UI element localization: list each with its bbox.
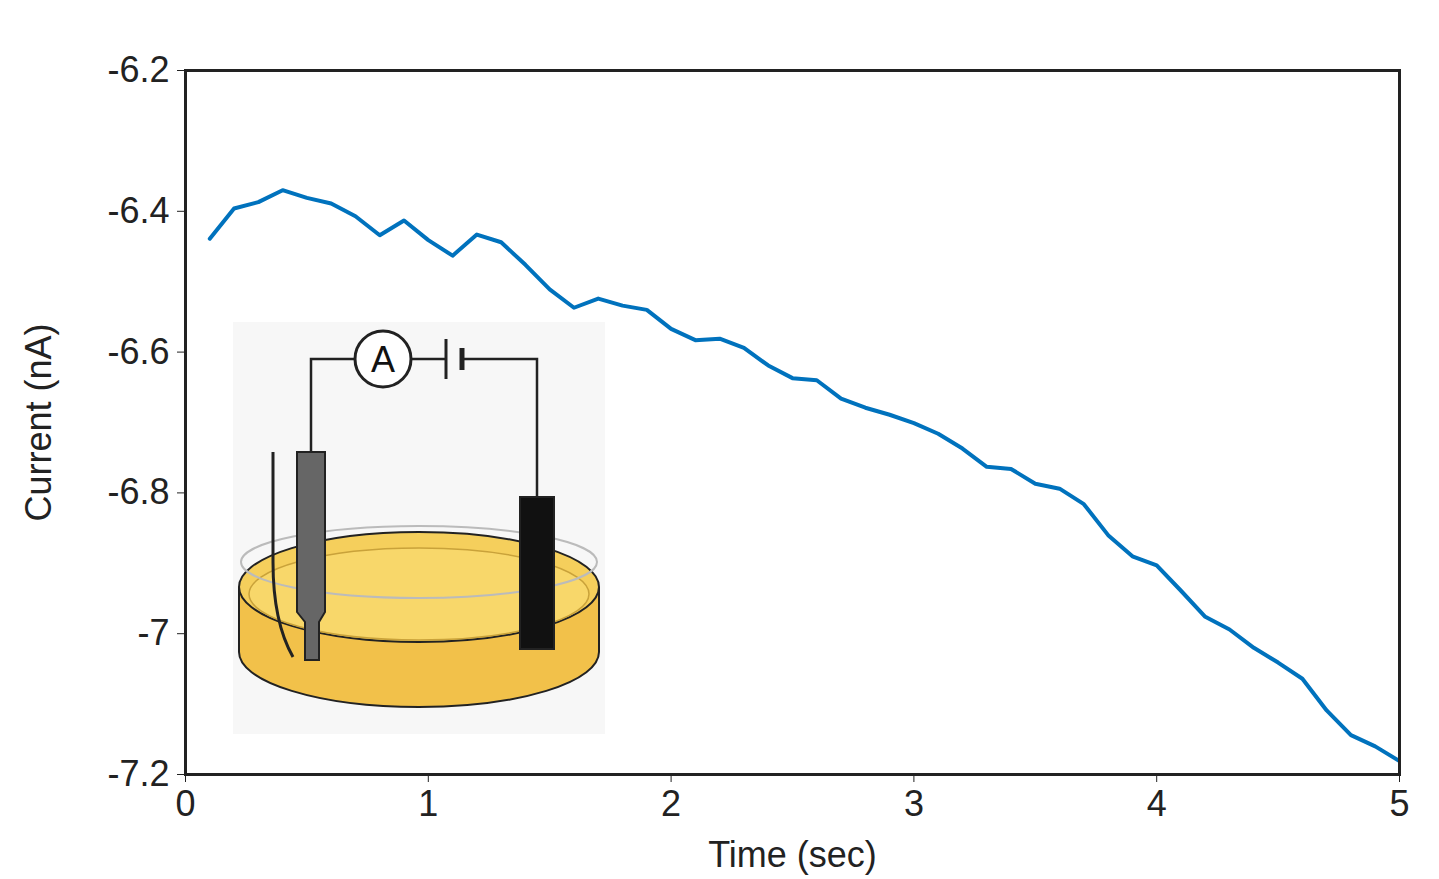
svg-text:-7: -7 <box>137 612 169 653</box>
svg-text:0: 0 <box>175 783 195 824</box>
svg-text:-7.2: -7.2 <box>107 753 169 794</box>
svg-text:-6.2: -6.2 <box>107 49 169 90</box>
svg-text:1: 1 <box>418 783 438 824</box>
svg-text:Time (sec): Time (sec) <box>708 834 877 875</box>
svg-text:5: 5 <box>1389 783 1409 824</box>
svg-text:A: A <box>371 339 395 380</box>
svg-text:4: 4 <box>1147 783 1167 824</box>
svg-text:-6.6: -6.6 <box>107 331 169 372</box>
svg-text:-6.4: -6.4 <box>107 190 169 231</box>
svg-text:3: 3 <box>904 783 924 824</box>
svg-text:2: 2 <box>661 783 681 824</box>
svg-text:Current (nA): Current (nA) <box>18 323 59 521</box>
svg-text:-6.8: -6.8 <box>107 471 169 512</box>
